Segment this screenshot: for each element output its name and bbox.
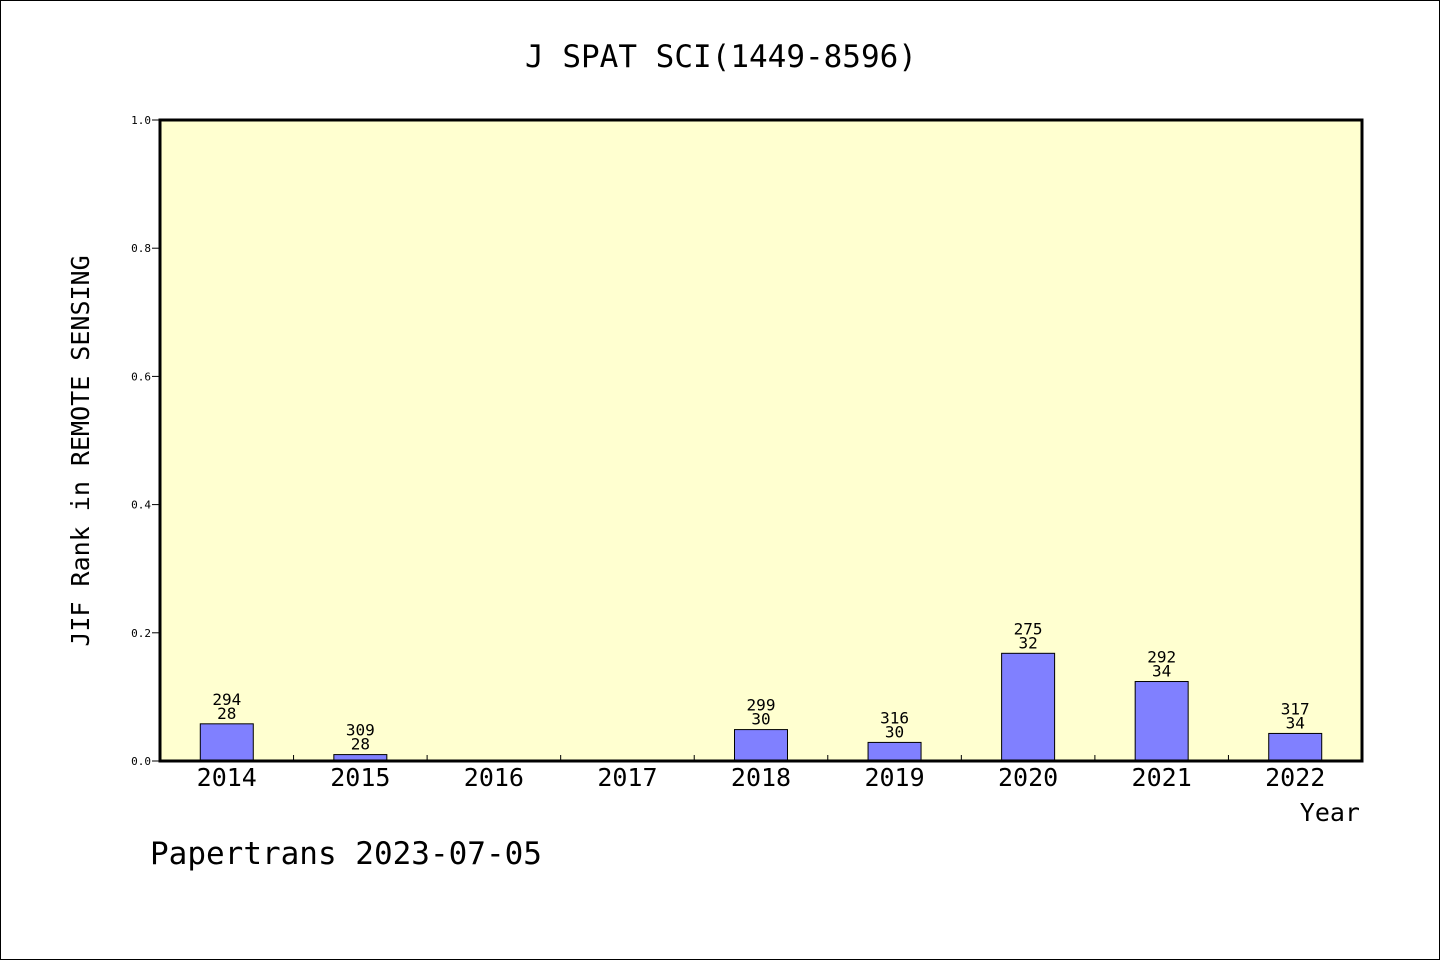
bar-label-bottom: 28 <box>217 704 236 723</box>
bar-label-bottom: 34 <box>1152 662 1171 681</box>
x-tick-label: 2016 <box>464 763 524 792</box>
x-tick-label: 2022 <box>1265 763 1325 792</box>
bar-2021 <box>1134 681 1189 762</box>
bar-label-top: 317 <box>1281 699 1310 718</box>
bar-2018 <box>734 729 788 762</box>
bar-label-bottom: 30 <box>751 710 770 729</box>
bar-label-bottom: 34 <box>1286 713 1305 732</box>
plot-border <box>158 118 1364 763</box>
x-axis: 2014 2015 2016 2017 2018 2019 2020 2021 2022 <box>197 755 1325 792</box>
y-tick-label: 1.0 <box>131 114 151 127</box>
x-tick-label: 2015 <box>330 763 390 792</box>
x-tick-label: 2019 <box>864 763 924 792</box>
y-tick-label: 0.4 <box>131 499 151 512</box>
bar-label-top: 275 <box>1014 619 1043 638</box>
x-tick-label: 2014 <box>197 763 257 792</box>
bar-label-top: 292 <box>1147 648 1176 667</box>
bar-2020 <box>1001 652 1056 762</box>
x-axis-label: Year <box>1300 798 1360 827</box>
y-tick-label: 0.8 <box>131 242 151 255</box>
y-axis-label: JIF Rank in REMOTE SENSING <box>66 255 95 646</box>
bar-2022 <box>1268 732 1323 762</box>
y-tick-label: 0.0 <box>131 755 151 768</box>
chart-title: J SPAT SCI(1449-8596) <box>525 39 917 75</box>
bar-label-bottom: 28 <box>351 735 370 754</box>
bar-label-top: 316 <box>880 708 909 727</box>
x-tick-label: 2020 <box>998 763 1058 792</box>
footer-text: Papertrans 2023-07-05 <box>150 836 542 872</box>
x-tick-label: 2018 <box>731 763 791 792</box>
bar-2014 <box>199 723 254 762</box>
bar-label-top: 299 <box>747 696 776 715</box>
y-tick-label: 0.6 <box>131 370 151 383</box>
bar-label-top: 309 <box>346 721 375 740</box>
bar-label-top: 294 <box>212 690 241 709</box>
bar-label-bottom: 30 <box>885 722 904 741</box>
bar-label-bottom: 32 <box>1018 633 1037 652</box>
bar-2019 <box>867 741 922 762</box>
y-tick-label: 0.2 <box>131 627 151 640</box>
x-tick-label: 2017 <box>597 763 657 792</box>
plot-area <box>158 118 1364 763</box>
y-axis: 0.0 0.2 0.4 0.6 0.8 1.0 <box>131 114 160 768</box>
x-tick-label: 2021 <box>1132 763 1192 792</box>
